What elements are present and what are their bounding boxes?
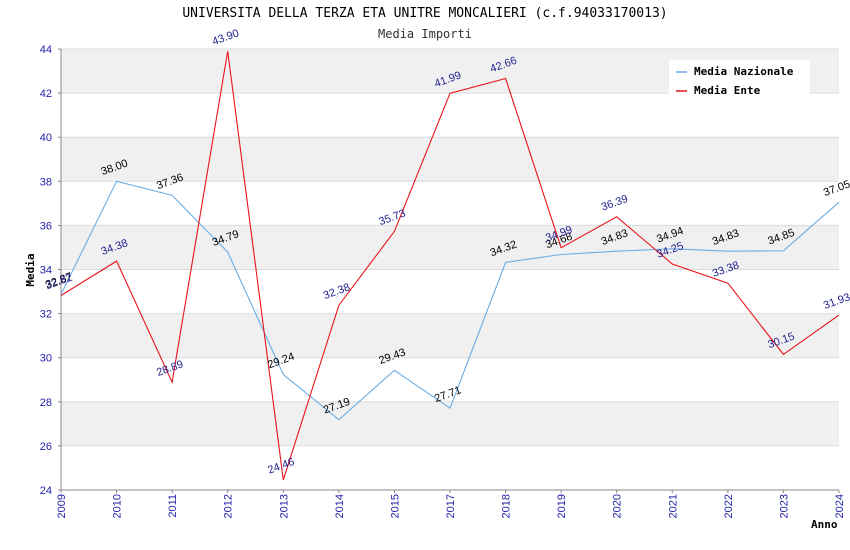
grid-band bbox=[61, 445, 839, 490]
x-tick-label: 2010 bbox=[112, 494, 124, 518]
y-tick-label: 32 bbox=[40, 309, 52, 321]
x-tick-label: 2023 bbox=[778, 494, 790, 518]
x-tick-label: 2013 bbox=[278, 494, 290, 518]
x-tick-label: 2011 bbox=[167, 494, 179, 518]
series-line-media-ente bbox=[60, 51, 840, 481]
y-tick-label: 24 bbox=[40, 485, 52, 497]
x-tick-label: 2018 bbox=[501, 494, 513, 518]
x-tick-label: 2020 bbox=[612, 494, 624, 518]
grid-band bbox=[61, 137, 839, 182]
y-tick-label: 40 bbox=[40, 132, 52, 144]
grid-band bbox=[61, 313, 839, 358]
data-label-media-ente: 43.90 bbox=[211, 27, 241, 48]
y-tick-label: 36 bbox=[40, 220, 52, 232]
y-tick-label: 42 bbox=[40, 88, 52, 100]
y-tick-label: 28 bbox=[40, 397, 52, 409]
x-tick-label: 2024 bbox=[834, 494, 846, 518]
grid-band bbox=[61, 357, 839, 402]
y-tick-label: 44 bbox=[40, 44, 52, 56]
legend: Media Nazionale Media Ente bbox=[669, 60, 810, 98]
legend-label-media-ente: Media Ente bbox=[694, 84, 761, 97]
tick-labels: 24 26 28 30 32 34 36 38 40 42 44 2009 2010 2011 2012 20… bbox=[40, 44, 846, 518]
x-tick-label: 2019 bbox=[556, 494, 568, 518]
y-tick-label: 26 bbox=[40, 441, 52, 453]
grid-band bbox=[61, 225, 839, 270]
y-tick-label: 30 bbox=[40, 353, 52, 365]
legend-label-media-nazionale: Media Nazionale bbox=[694, 65, 794, 78]
chart-subtitle: Media Importi bbox=[378, 27, 472, 41]
x-tick-label: 2022 bbox=[723, 494, 735, 518]
grid-band bbox=[61, 401, 839, 446]
x-tick-label: 2021 bbox=[667, 494, 679, 518]
grid-band bbox=[61, 93, 839, 138]
chart-title: UNIVERSITA DELLA TERZA ETA UNITRE MONCAL… bbox=[182, 6, 668, 21]
legend-box bbox=[669, 60, 810, 98]
series-lines bbox=[60, 51, 840, 481]
grid-band bbox=[61, 181, 839, 226]
x-tick-label: 2017 bbox=[445, 494, 457, 518]
x-axis-title: Anno bbox=[811, 518, 838, 531]
x-tick-label: 2009 bbox=[56, 494, 68, 518]
y-axis-title: Media bbox=[24, 253, 37, 286]
x-tick-label: 2012 bbox=[223, 494, 235, 518]
x-tick-label: 2014 bbox=[334, 494, 346, 518]
y-tick-label: 38 bbox=[40, 176, 52, 188]
y-tick-label: 34 bbox=[40, 265, 52, 277]
series-line-media-nazionale bbox=[60, 180, 840, 421]
x-tick-label: 2015 bbox=[389, 494, 401, 518]
